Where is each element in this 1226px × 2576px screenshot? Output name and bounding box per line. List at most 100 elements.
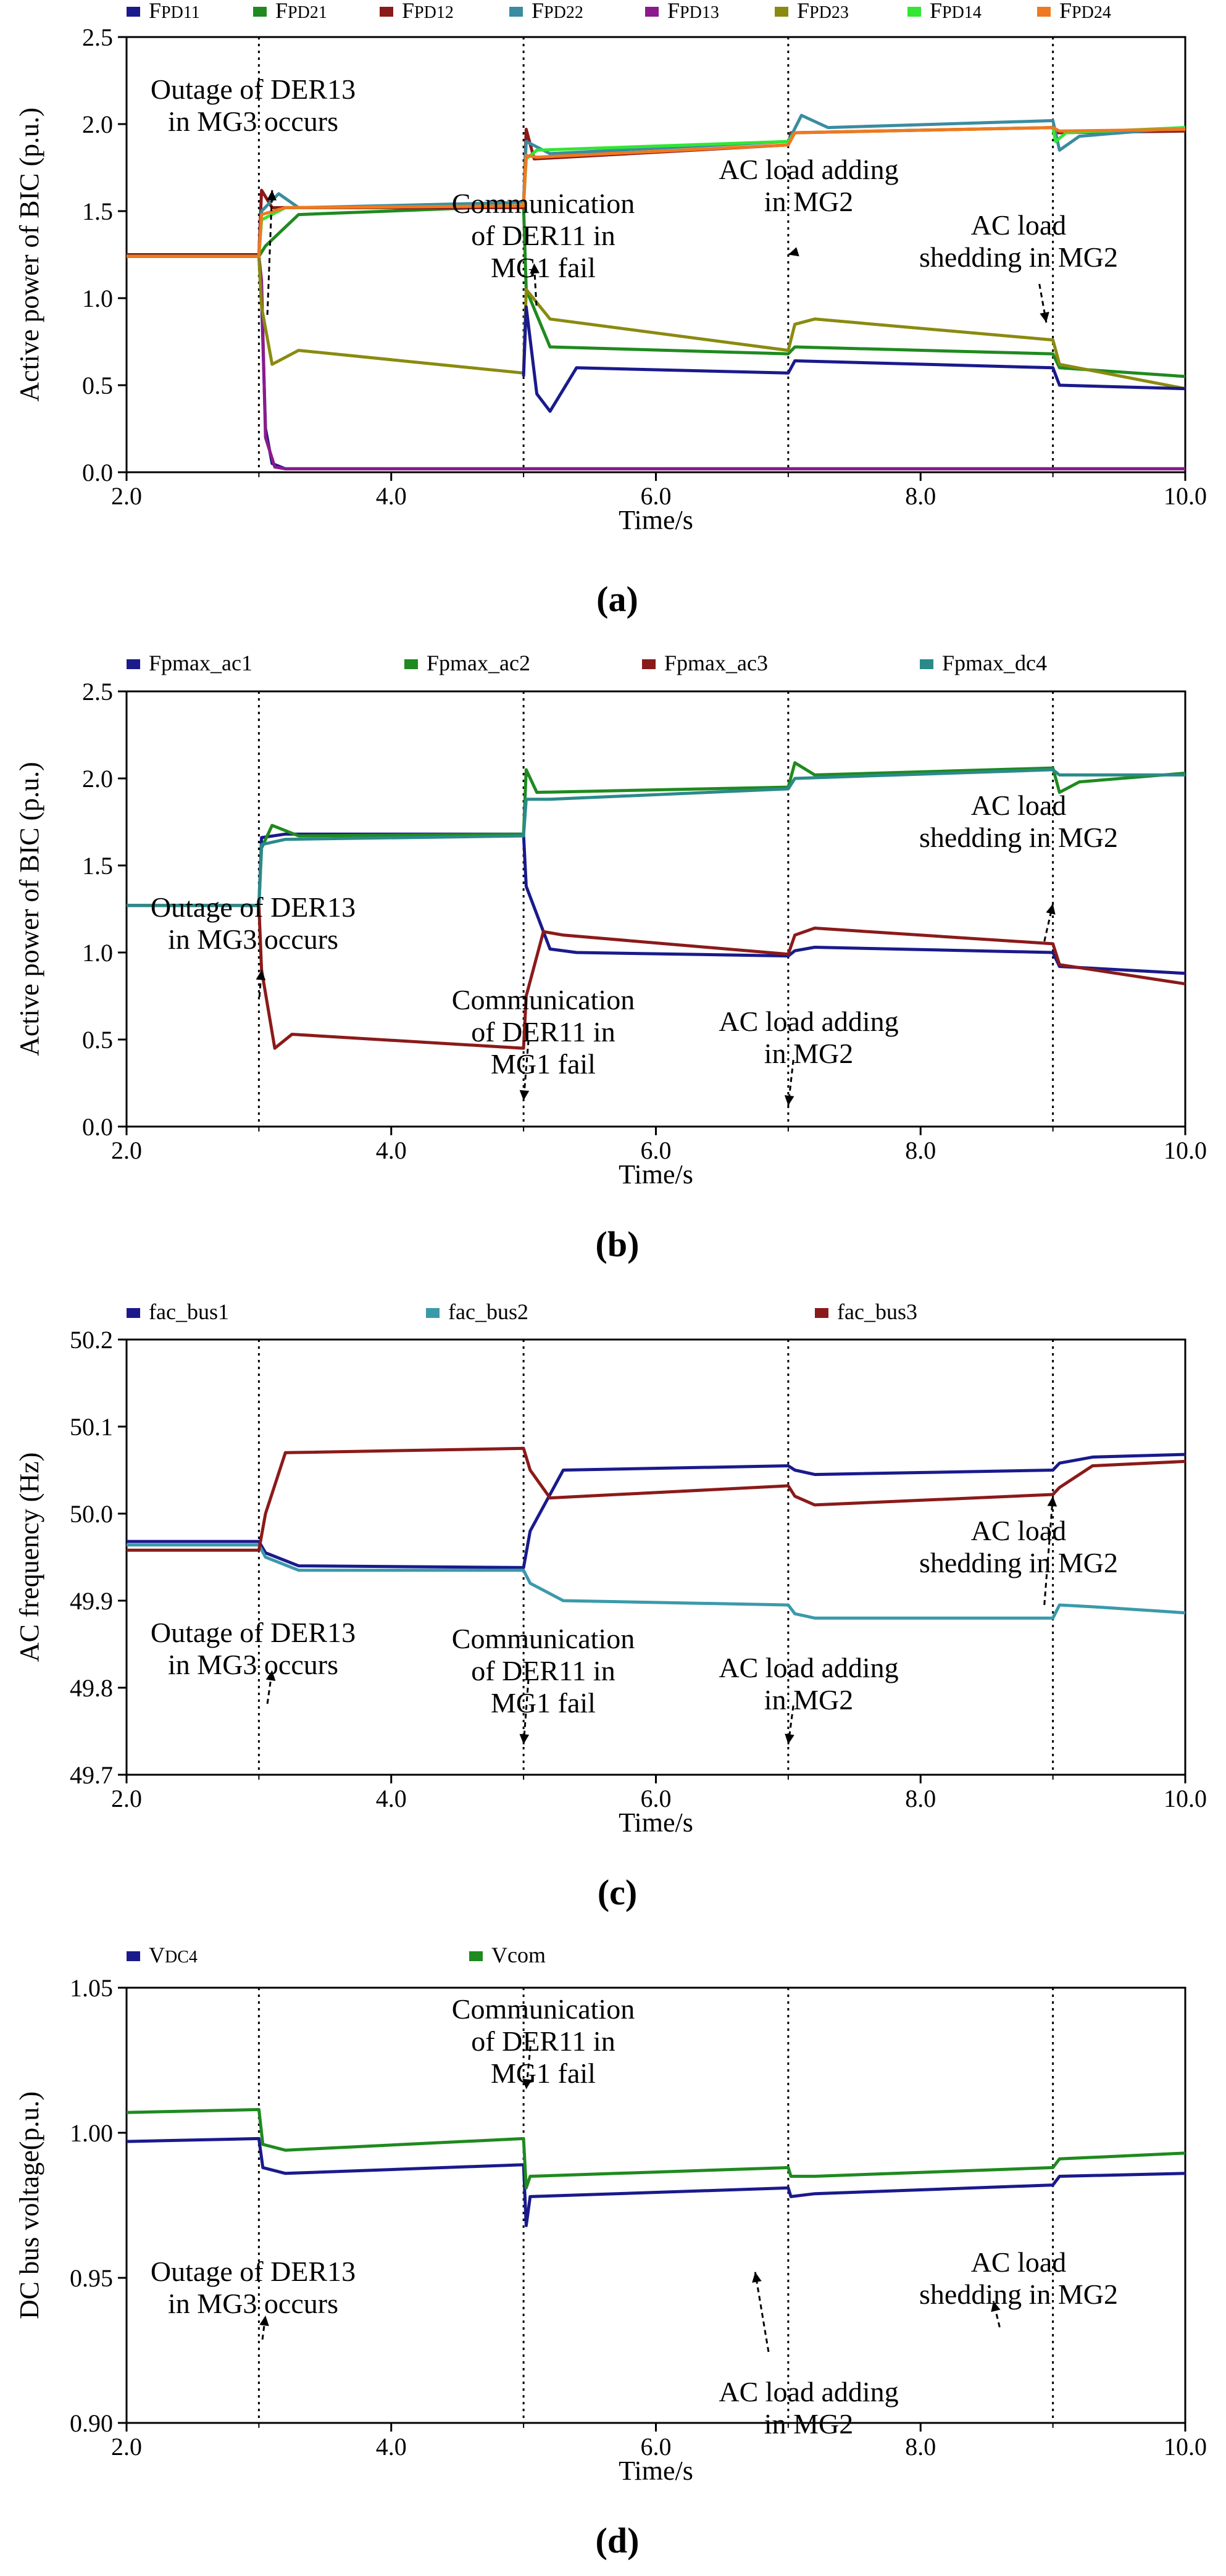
legend-label: Fpmax_ac1 [149, 651, 252, 675]
annotation-text: of DER11 in [471, 1655, 615, 1686]
chart-panel-a: 0.0 0.5 1.0 1.5 2.0 2.5 2.0 4.0 6.0 8.0 10.0 Time/s… [14, 0, 1207, 619]
annotation-arrowhead [522, 2078, 532, 2090]
annotation-text: MG1 fail [491, 2057, 596, 2089]
legend-swatch [642, 659, 656, 669]
series-line [126, 2107, 1186, 2190]
x-axis-title: Time/s [619, 2456, 693, 2486]
annotation-text: of DER11 in [471, 2025, 615, 2057]
annotation-text: shedding in MG2 [919, 2278, 1118, 2310]
legend-swatch [907, 7, 921, 17]
x-tick-label: 10.0 [1164, 1136, 1207, 1164]
legend-swatch [380, 7, 393, 17]
legend-label: FPD12 [402, 0, 454, 23]
x-tick-label: 10.0 [1164, 2433, 1207, 2461]
annotation-text: Outage of DER13 [151, 1617, 356, 1648]
y-tick-label: 2.5 [82, 23, 113, 51]
legend-swatch [404, 659, 418, 669]
annotation-text: in MG2 [764, 2408, 853, 2440]
series-line [127, 254, 1185, 470]
legend-label: FPD13 [667, 0, 719, 23]
annotation-text: AC load adding [719, 154, 898, 185]
x-tick-label: 8.0 [905, 482, 936, 510]
annotation-text: of DER11 in [471, 1016, 615, 1048]
y-tick-label: 1.5 [82, 852, 113, 880]
annotation-arrowhead [785, 1733, 794, 1744]
chart-panel-d: 0.90 0.95 1.00 1.05 2.0 4.0 6.0 8.0 10.0 Time/s DC… [14, 1943, 1207, 2561]
y-tick-label: 1.05 [70, 1974, 113, 2002]
y-tick-label: 50.1 [70, 1413, 113, 1441]
annotation-text: Outage of DER13 [151, 73, 356, 105]
annotation-arrow [258, 970, 263, 998]
y-tick-label: 1.0 [82, 939, 113, 967]
y-axis-title: Active power of BIC (p.u.) [14, 107, 44, 402]
legend-label: fac_bus2 [448, 1299, 528, 1324]
series-line [522, 305, 1186, 413]
legend-swatch [815, 1308, 828, 1318]
series-line [127, 204, 1186, 378]
annotation-text: in MG2 [764, 186, 853, 217]
annotation-text: Communication [452, 1993, 635, 2025]
x-tick-label: 6.0 [641, 2433, 672, 2461]
legend-swatch [1037, 7, 1051, 17]
series-line [126, 2136, 1186, 2227]
annotation-arrow [1043, 1496, 1054, 1606]
series-line [127, 1446, 1186, 1552]
legend-swatch [127, 1308, 140, 1318]
x-tick-label: 8.0 [905, 2433, 936, 2461]
legend-swatch [127, 659, 140, 669]
y-tick-label: 0.95 [70, 2264, 113, 2292]
series-line [127, 904, 1186, 1050]
x-tick-label: 2.0 [111, 2433, 142, 2461]
annotation-text: AC load [971, 1515, 1067, 1546]
annotation-text: in MG3 occurs [168, 923, 338, 955]
series-line [127, 768, 1185, 907]
x-tick-label: 10.0 [1164, 482, 1207, 510]
y-axis-title: Active power of BIC (p.u.) [14, 762, 44, 1056]
legend-label: Vcom [491, 1943, 546, 1967]
annotation-text: Outage of DER13 [151, 891, 356, 923]
annotation-arrowhead [530, 263, 540, 274]
legend-swatch [127, 7, 140, 17]
x-tick-label: 2.0 [111, 1785, 142, 1812]
annotation-text: Communication [452, 188, 635, 219]
annotation-arrow [1038, 283, 1048, 323]
annotation-text: Communication [452, 984, 635, 1015]
legend-label: FPD14 [930, 0, 982, 23]
annotation-arrow [787, 1705, 794, 1744]
legend-label: FPD23 [797, 0, 849, 23]
y-tick-label: 50.2 [70, 1326, 113, 1354]
x-tick-label: 6.0 [641, 482, 672, 510]
annotation-arrow [266, 190, 273, 315]
annotation-text: AC load [971, 790, 1067, 821]
y-tick-label: 2.5 [82, 678, 113, 706]
panel-caption: (b) [596, 1224, 640, 1264]
chart-panel-c: 49.7 49.8 49.9 50.0 50.1 50.2 2.0 4.0 6.0 8.0 10.0… [14, 1299, 1207, 1912]
x-tick-label: 2.0 [111, 482, 142, 510]
annotation-text: in MG3 occurs [168, 1649, 338, 1680]
x-axis-title: Time/s [619, 1159, 693, 1190]
x-tick-label: 4.0 [376, 1136, 407, 1164]
annotation-text: MG1 fail [491, 1687, 596, 1719]
panel-caption: (a) [596, 579, 638, 619]
series-line [127, 1453, 1186, 1569]
y-tick-label: 2.0 [82, 765, 113, 793]
y-tick-label: 1.0 [82, 285, 113, 312]
annotation-text: Outage of DER13 [151, 2256, 356, 2287]
annotation-text: in MG2 [764, 1038, 853, 1069]
y-tick-label: 1.00 [70, 2119, 113, 2147]
annotation-arrowhead [784, 1095, 794, 1106]
annotation-text: shedding in MG2 [919, 822, 1118, 853]
y-tick-label: 0.5 [82, 1026, 113, 1054]
x-tick-label: 4.0 [376, 2433, 407, 2461]
x-axis-title: Time/s [619, 1807, 693, 1838]
x-tick-label: 8.0 [905, 1136, 936, 1164]
x-tick-label: 6.0 [641, 1136, 672, 1164]
y-tick-label: 1.5 [82, 198, 113, 225]
annotation-text: in MG3 occurs [168, 2288, 338, 2319]
annotation-arrow [754, 2272, 770, 2353]
plot-frame [125, 1986, 1186, 2424]
legend-label: FPD21 [275, 0, 327, 23]
series-line [127, 1543, 1186, 1620]
y-tick-label: 0.0 [82, 459, 113, 486]
legend-swatch [253, 7, 267, 17]
